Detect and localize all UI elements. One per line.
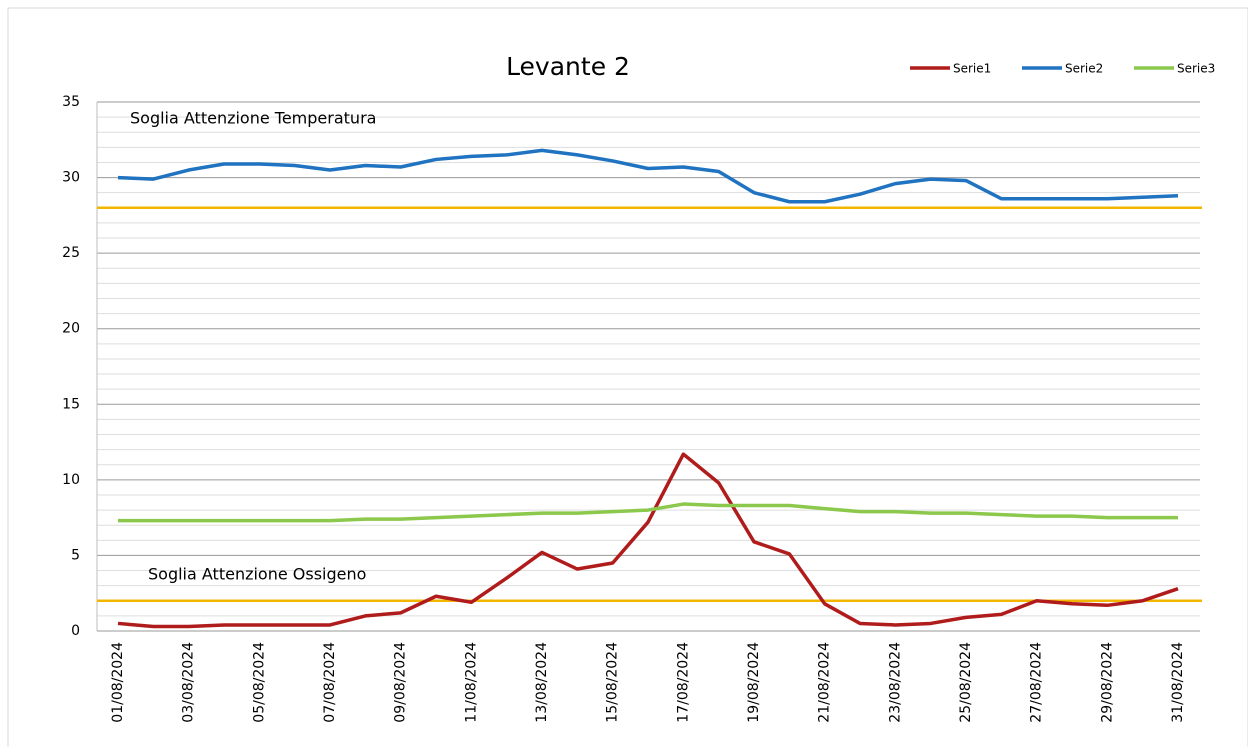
y-tick-label: 35 bbox=[62, 94, 80, 110]
legend-label: Serie1 bbox=[953, 62, 991, 76]
threshold-label: Soglia Attenzione Temperatura bbox=[130, 109, 376, 128]
y-tick-label: 5 bbox=[71, 547, 80, 563]
x-tick-label: 29/08/2024 bbox=[1099, 642, 1115, 723]
x-tick-label: 05/08/2024 bbox=[251, 642, 267, 723]
x-tick-label: 09/08/2024 bbox=[393, 642, 409, 723]
y-tick-label: 0 bbox=[71, 623, 80, 639]
y-tick-label: 10 bbox=[62, 472, 80, 488]
x-tick-label: 31/08/2024 bbox=[1170, 642, 1186, 723]
x-tick-label: 03/08/2024 bbox=[181, 642, 197, 723]
x-tick-label: 17/08/2024 bbox=[675, 642, 691, 723]
x-tick-label: 23/08/2024 bbox=[887, 642, 903, 723]
x-tick-label: 27/08/2024 bbox=[1029, 642, 1045, 723]
chart-title: Levante 2 bbox=[506, 52, 630, 81]
x-tick-label: 19/08/2024 bbox=[746, 642, 762, 723]
x-tick-label: 11/08/2024 bbox=[463, 642, 479, 723]
x-tick-label: 13/08/2024 bbox=[534, 642, 550, 723]
series-line bbox=[117, 148, 1179, 204]
legend-label: Serie3 bbox=[1177, 62, 1215, 76]
frame bbox=[7, 7, 1248, 747]
series-line bbox=[118, 502, 1178, 523]
x-tick-label: 07/08/2024 bbox=[322, 642, 338, 723]
x-tick-label: 25/08/2024 bbox=[958, 642, 974, 723]
y-tick-label: 30 bbox=[62, 170, 80, 186]
x-tick-label: 01/08/2024 bbox=[110, 642, 126, 723]
x-tick-label: 21/08/2024 bbox=[817, 642, 833, 723]
y-tick-label: 15 bbox=[62, 396, 80, 412]
legend-label: Serie2 bbox=[1065, 62, 1103, 76]
x-tick-label: 15/08/2024 bbox=[605, 642, 621, 723]
series-line bbox=[117, 452, 1179, 629]
y-tick-label: 25 bbox=[62, 245, 80, 261]
threshold-label: Soglia Attenzione Ossigeno bbox=[148, 565, 366, 584]
y-tick-label: 20 bbox=[62, 321, 80, 337]
